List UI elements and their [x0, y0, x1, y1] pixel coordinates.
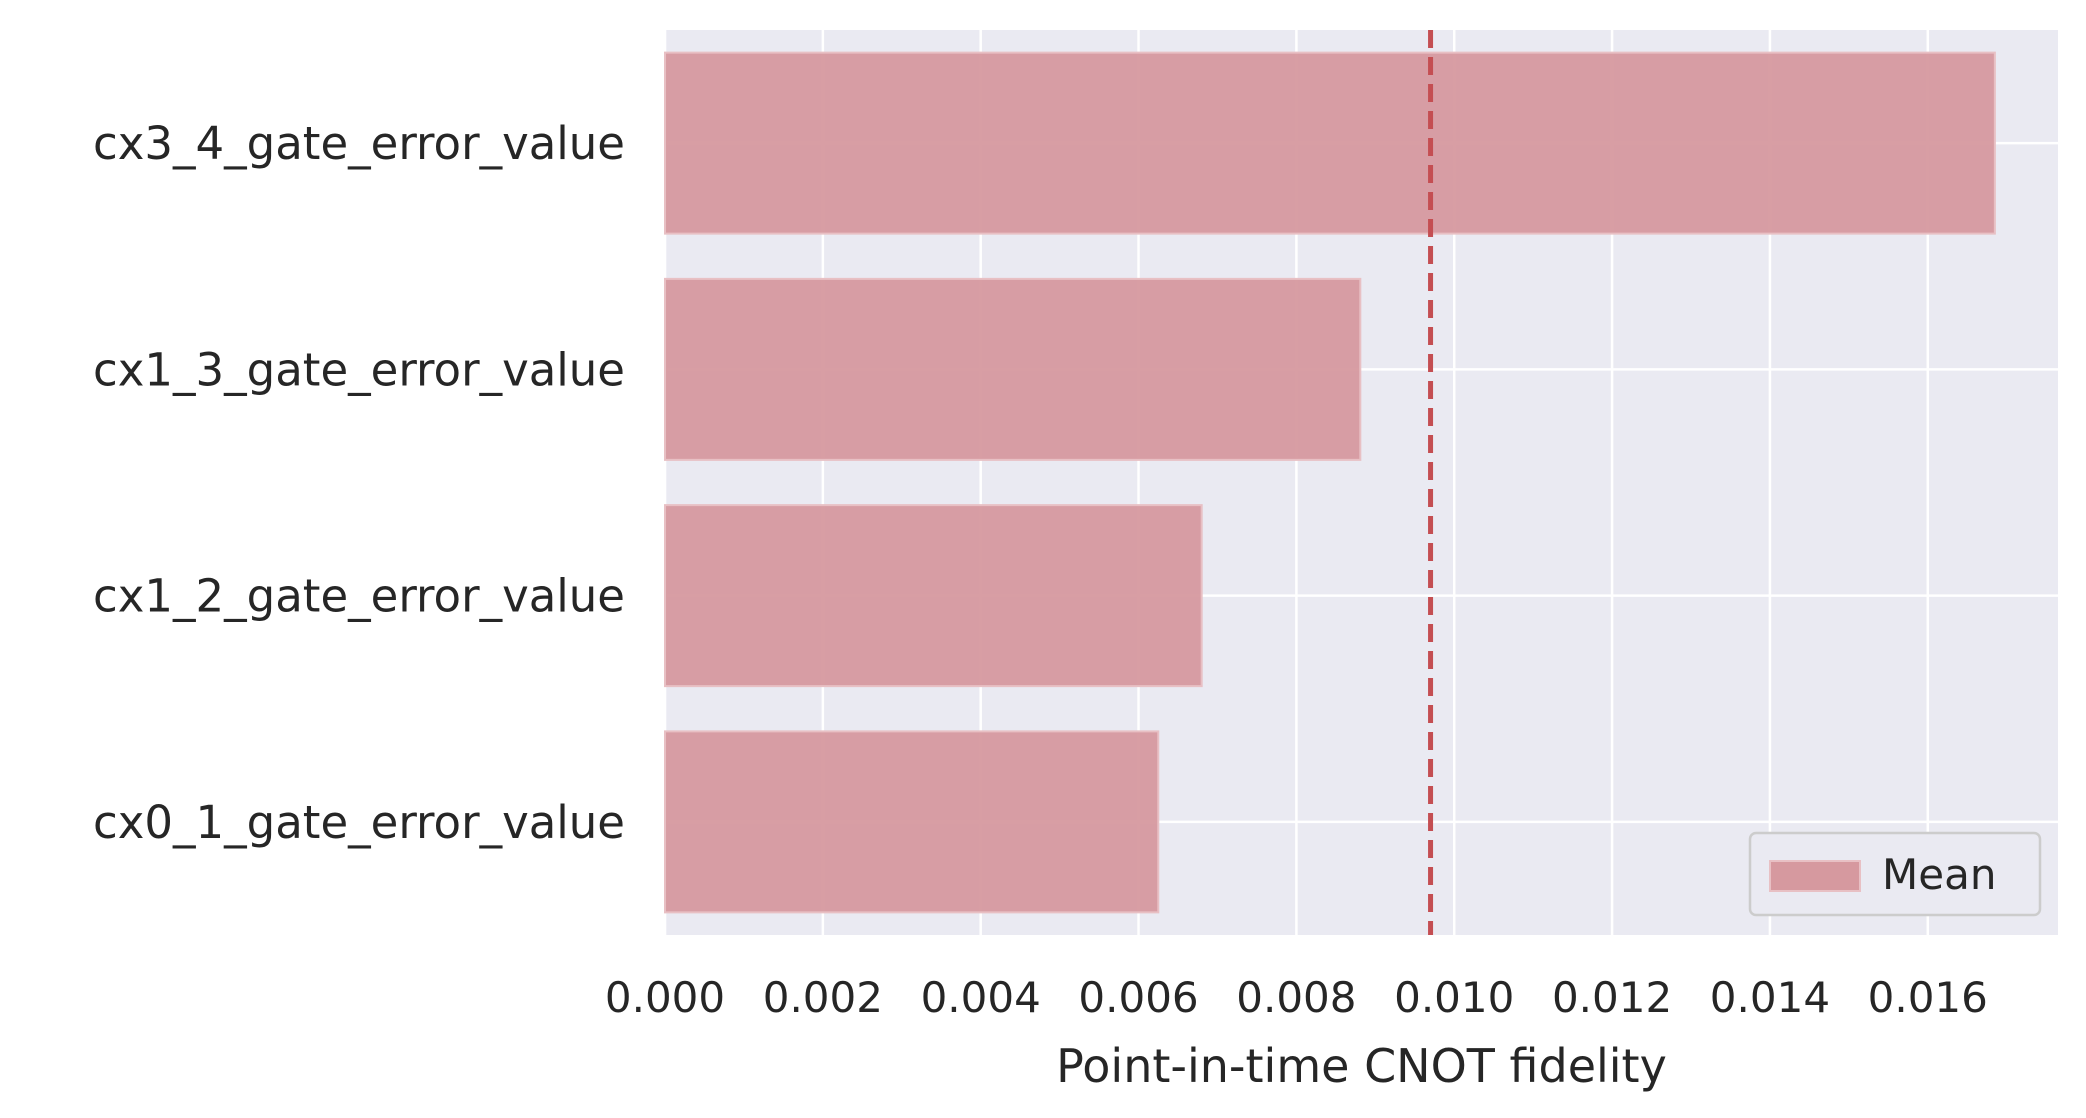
legend-label: Mean [1882, 850, 1996, 899]
legend-swatch [1769, 860, 1861, 892]
category-label: cx0_1_gate_error_value [93, 796, 625, 849]
bar-cx3_4_gate_error_value [664, 51, 1996, 235]
bar-cx1_2_gate_error_value [664, 504, 1203, 688]
x-tick-label: 0.006 [1078, 973, 1198, 1022]
x-tick-label: 0.012 [1552, 973, 1672, 1022]
category-label: cx1_3_gate_error_value [93, 343, 625, 396]
x-tick-label: 0.010 [1394, 973, 1514, 1022]
x-tick-label: 0.016 [1868, 973, 1988, 1022]
bar-cx0_1_gate_error_value [664, 730, 1160, 914]
x-tick-label: 0.004 [921, 973, 1041, 1022]
legend-box [1748, 831, 2042, 917]
category-labels: cx3_4_gate_error_value cx1_3_gate_error_v… [93, 117, 625, 849]
category-label: cx3_4_gate_error_value [93, 117, 625, 170]
x-tick-label: 0.008 [1236, 973, 1356, 1022]
bar-cx1_3_gate_error_value [664, 277, 1362, 461]
x-tick-labels: 0.000 0.002 0.004 0.006 0.008 0.010 0.012 0.014… [605, 973, 1988, 1022]
legend: Mean [1748, 831, 2042, 917]
x-axis-label: Point-in-time CNOT fidelity [1056, 1039, 1667, 1093]
x-tick-label: 0.000 [605, 973, 725, 1022]
category-label: cx1_2_gate_error_value [93, 570, 625, 623]
bars [664, 51, 1996, 914]
x-tick-label: 0.014 [1710, 973, 1830, 1022]
x-tick-label: 0.002 [763, 973, 883, 1022]
